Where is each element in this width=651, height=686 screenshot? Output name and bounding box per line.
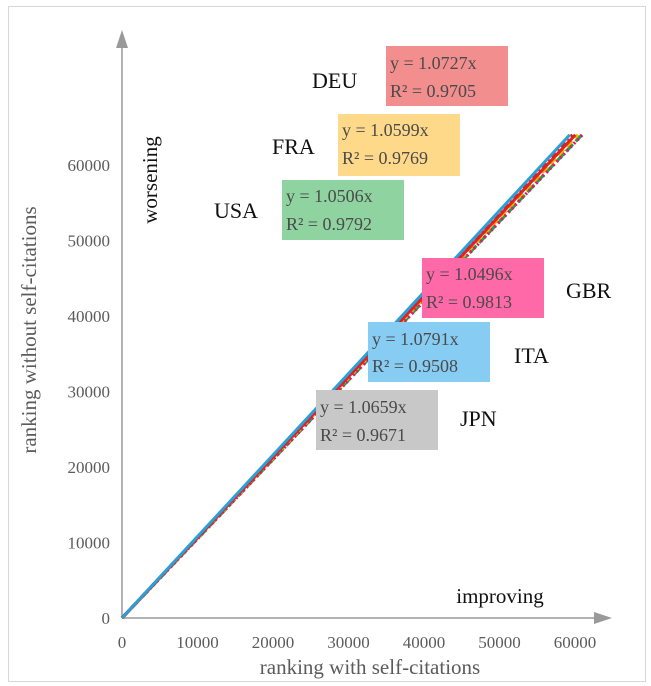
r2-gbr: R² = 0.9813: [426, 292, 512, 312]
equation-box-deu: y = 1.0727x R² = 0.9705: [386, 46, 508, 106]
country-label-usa: USA: [214, 198, 258, 223]
x-axis-title: ranking with self-citations: [260, 655, 480, 679]
y-tick-label: 50000: [68, 232, 111, 251]
trend-lines: [120, 133, 584, 620]
r2-jpn: R² = 0.9671: [320, 425, 406, 445]
country-label-ita: ITA: [514, 343, 549, 368]
y-axis-title: ranking without self-citations: [17, 206, 41, 453]
y-tick-label: 40000: [68, 307, 111, 326]
y-tick-label: 60000: [68, 156, 111, 175]
y-tick-label: 0: [102, 609, 111, 628]
equation-box-bg-usa: [282, 180, 404, 240]
equation-box-bg-jpn: [316, 390, 438, 450]
x-tick-label: 0: [118, 633, 127, 652]
equation-jpn: y = 1.0659x: [320, 397, 407, 417]
equation-box-bg-ita: [368, 322, 490, 382]
x-tick-label: 40000: [403, 633, 446, 652]
y-axis-arrow: [116, 30, 128, 48]
equation-box-fra: y = 1.0599x R² = 0.9769: [338, 114, 460, 176]
r2-ita: R² = 0.9508: [372, 356, 458, 376]
y-tick-label: 20000: [68, 458, 111, 477]
axes: [116, 30, 612, 624]
y-tick-labels: 0 10000 20000 30000 40000 50000 60000: [68, 156, 111, 628]
x-tick-label: 30000: [327, 633, 370, 652]
trend-line-ita: [120, 133, 571, 620]
country-label-fra: FRA: [272, 134, 315, 159]
equation-box-usa: y = 1.0506x R² = 0.9792: [282, 180, 404, 240]
equation-box-jpn: y = 1.0659x R² = 0.9671: [316, 390, 438, 450]
worsening-label: worsening: [138, 136, 162, 224]
equation-box-ita: y = 1.0791x R² = 0.9508: [368, 322, 490, 382]
chart-frame: [8, 6, 646, 682]
equation-gbr: y = 1.0496x: [426, 264, 513, 284]
r2-fra: R² = 0.9769: [342, 148, 428, 168]
equation-fra: y = 1.0599x: [342, 120, 429, 140]
y-tick-label: 30000: [68, 383, 111, 402]
equation-box-gbr: y = 1.0496x R² = 0.9813: [422, 258, 544, 318]
y-tick-label: 10000: [68, 534, 111, 553]
equation-ita: y = 1.0791x: [372, 329, 459, 349]
equation-box-bg-gbr: [422, 258, 544, 318]
r2-deu: R² = 0.9705: [390, 81, 476, 101]
x-tick-label: 20000: [252, 633, 295, 652]
equation-box-bg-deu: [386, 46, 508, 106]
x-axis-arrow: [594, 612, 612, 624]
x-tick-label: 50000: [478, 633, 521, 652]
x-tick-label: 60000: [554, 633, 597, 652]
trend-line-deu: [120, 133, 574, 620]
country-label-jpn: JPN: [460, 406, 497, 431]
country-label-gbr: GBR: [566, 278, 612, 303]
equation-deu: y = 1.0727x: [390, 53, 477, 73]
x-tick-label: 10000: [176, 633, 219, 652]
country-label-deu: DEU: [312, 68, 357, 93]
improving-label: improving: [456, 584, 544, 608]
equation-usa: y = 1.0506x: [286, 186, 373, 206]
equation-box-bg-fra: [338, 114, 460, 176]
r2-usa: R² = 0.9792: [286, 214, 372, 234]
x-tick-labels: 0 10000 20000 30000 40000 50000 60000: [118, 633, 597, 652]
